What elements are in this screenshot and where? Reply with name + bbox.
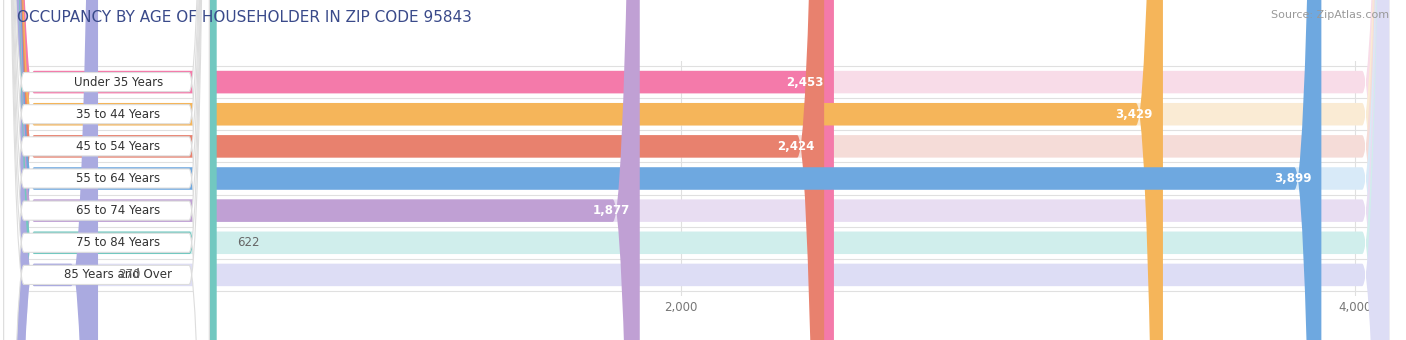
Text: 55 to 64 Years: 55 to 64 Years [76, 172, 160, 185]
FancyBboxPatch shape [7, 0, 1389, 340]
FancyBboxPatch shape [7, 0, 1389, 340]
Text: 85 Years and Over: 85 Years and Over [65, 268, 173, 282]
Text: OCCUPANCY BY AGE OF HOUSEHOLDER IN ZIP CODE 95843: OCCUPANCY BY AGE OF HOUSEHOLDER IN ZIP C… [17, 10, 472, 25]
Text: 270: 270 [118, 268, 141, 282]
FancyBboxPatch shape [4, 0, 209, 340]
FancyBboxPatch shape [7, 0, 640, 340]
FancyBboxPatch shape [7, 0, 1389, 340]
FancyBboxPatch shape [7, 0, 834, 340]
Text: 35 to 44 Years: 35 to 44 Years [76, 108, 160, 121]
FancyBboxPatch shape [7, 0, 1389, 340]
Text: 2,424: 2,424 [776, 140, 814, 153]
FancyBboxPatch shape [4, 0, 209, 340]
FancyBboxPatch shape [4, 0, 209, 340]
Text: 45 to 54 Years: 45 to 54 Years [76, 140, 160, 153]
Text: 75 to 84 Years: 75 to 84 Years [76, 236, 160, 249]
FancyBboxPatch shape [4, 0, 209, 340]
Text: 622: 622 [238, 236, 260, 249]
FancyBboxPatch shape [7, 0, 98, 340]
Text: 3,899: 3,899 [1274, 172, 1312, 185]
FancyBboxPatch shape [7, 0, 217, 340]
Text: Source: ZipAtlas.com: Source: ZipAtlas.com [1271, 10, 1389, 20]
Text: 1,877: 1,877 [592, 204, 630, 217]
FancyBboxPatch shape [4, 0, 209, 340]
Text: 3,429: 3,429 [1115, 108, 1153, 121]
Text: 65 to 74 Years: 65 to 74 Years [76, 204, 160, 217]
Text: 2,453: 2,453 [786, 75, 824, 89]
Text: Under 35 Years: Under 35 Years [73, 75, 163, 89]
FancyBboxPatch shape [7, 0, 1163, 340]
FancyBboxPatch shape [7, 0, 1389, 340]
FancyBboxPatch shape [4, 0, 209, 340]
FancyBboxPatch shape [7, 0, 1322, 340]
FancyBboxPatch shape [4, 0, 209, 340]
FancyBboxPatch shape [7, 0, 1389, 340]
FancyBboxPatch shape [7, 0, 824, 340]
FancyBboxPatch shape [7, 0, 1389, 340]
